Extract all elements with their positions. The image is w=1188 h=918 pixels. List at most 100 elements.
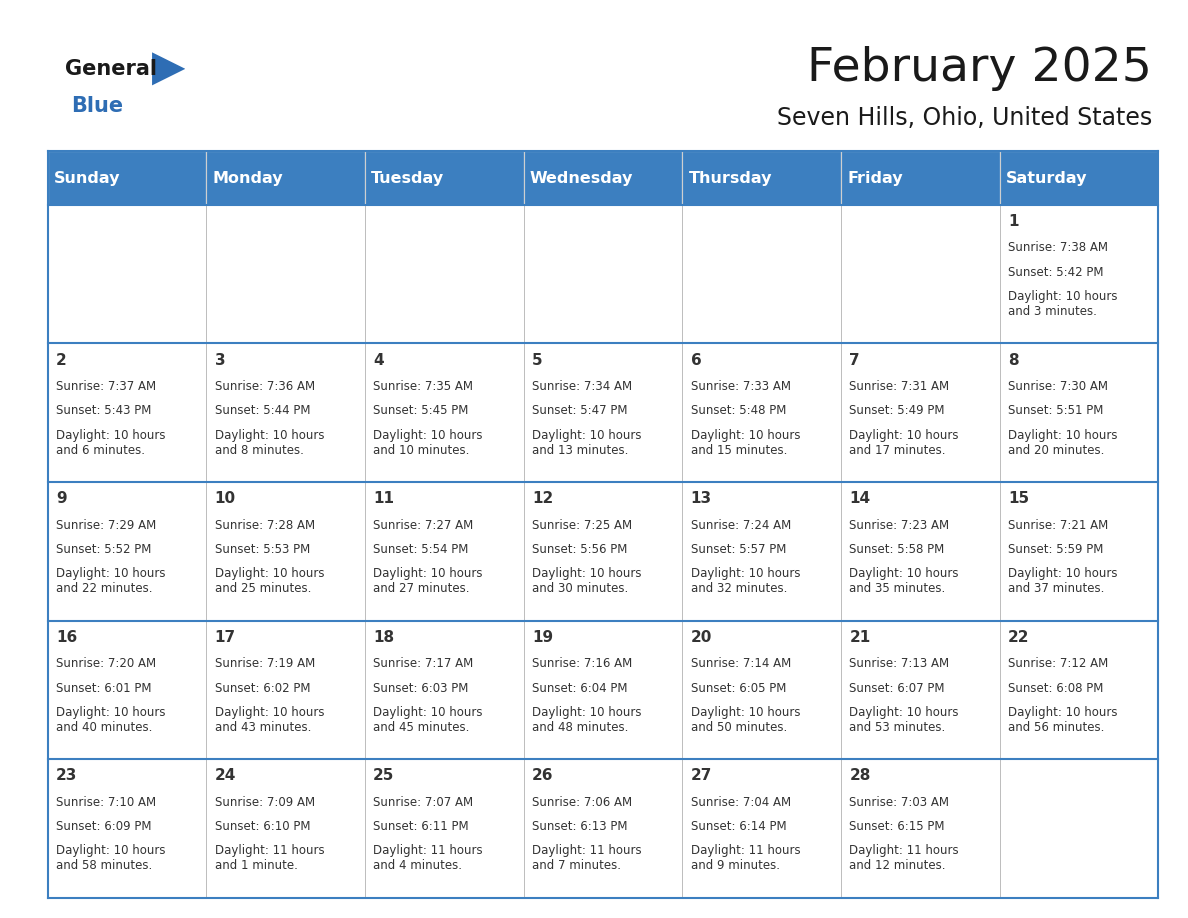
Text: Sunset: 5:48 PM: Sunset: 5:48 PM [690,404,786,418]
Text: Sunset: 5:58 PM: Sunset: 5:58 PM [849,543,944,556]
Text: Friday: Friday [847,171,903,185]
Text: Sunset: 6:15 PM: Sunset: 6:15 PM [849,820,944,834]
Text: Sunset: 5:57 PM: Sunset: 5:57 PM [690,543,786,556]
Text: Daylight: 11 hours
and 1 minute.: Daylight: 11 hours and 1 minute. [215,845,324,872]
Text: Daylight: 10 hours
and 8 minutes.: Daylight: 10 hours and 8 minutes. [215,429,324,456]
Text: Sunrise: 7:07 AM: Sunrise: 7:07 AM [373,796,473,809]
Text: 3: 3 [215,353,226,367]
Text: Sunrise: 7:37 AM: Sunrise: 7:37 AM [56,380,156,393]
Text: Sunrise: 7:09 AM: Sunrise: 7:09 AM [215,796,315,809]
Text: Daylight: 10 hours
and 17 minutes.: Daylight: 10 hours and 17 minutes. [849,429,959,456]
Text: Sunset: 5:44 PM: Sunset: 5:44 PM [215,404,310,418]
Text: 27: 27 [690,768,712,783]
Text: Daylight: 10 hours
and 35 minutes.: Daylight: 10 hours and 35 minutes. [849,567,959,595]
Text: Daylight: 10 hours
and 15 minutes.: Daylight: 10 hours and 15 minutes. [690,429,800,456]
Text: Sunrise: 7:17 AM: Sunrise: 7:17 AM [373,657,474,670]
Text: 20: 20 [690,630,712,644]
Text: Sunday: Sunday [53,171,120,185]
Text: 19: 19 [532,630,552,644]
Text: Daylight: 10 hours
and 22 minutes.: Daylight: 10 hours and 22 minutes. [56,567,165,595]
Text: 17: 17 [215,630,235,644]
Text: Sunrise: 7:06 AM: Sunrise: 7:06 AM [532,796,632,809]
Text: Sunset: 6:11 PM: Sunset: 6:11 PM [373,820,469,834]
Text: 11: 11 [373,491,394,506]
Text: 24: 24 [215,768,236,783]
Text: 22: 22 [1007,630,1030,644]
Text: 6: 6 [690,353,701,367]
Text: Daylight: 10 hours
and 58 minutes.: Daylight: 10 hours and 58 minutes. [56,845,165,872]
Text: 28: 28 [849,768,871,783]
Text: Sunrise: 7:12 AM: Sunrise: 7:12 AM [1007,657,1108,670]
Text: Sunrise: 7:19 AM: Sunrise: 7:19 AM [215,657,315,670]
Text: Sunrise: 7:34 AM: Sunrise: 7:34 AM [532,380,632,393]
Text: 10: 10 [215,491,235,506]
Text: Daylight: 11 hours
and 12 minutes.: Daylight: 11 hours and 12 minutes. [849,845,959,872]
Text: Sunset: 6:03 PM: Sunset: 6:03 PM [373,681,468,695]
Text: Sunset: 5:52 PM: Sunset: 5:52 PM [56,543,151,556]
Text: Daylight: 10 hours
and 3 minutes.: Daylight: 10 hours and 3 minutes. [1007,290,1118,318]
Text: Daylight: 10 hours
and 40 minutes.: Daylight: 10 hours and 40 minutes. [56,706,165,733]
Text: 14: 14 [849,491,871,506]
Text: Sunset: 5:45 PM: Sunset: 5:45 PM [373,404,468,418]
Text: Sunrise: 7:24 AM: Sunrise: 7:24 AM [690,519,791,532]
Text: Sunset: 5:59 PM: Sunset: 5:59 PM [1007,543,1104,556]
Text: Sunset: 6:14 PM: Sunset: 6:14 PM [690,820,786,834]
Text: Tuesday: Tuesday [371,171,444,185]
Text: Sunrise: 7:38 AM: Sunrise: 7:38 AM [1007,241,1108,254]
Text: 21: 21 [849,630,871,644]
Text: Daylight: 10 hours
and 30 minutes.: Daylight: 10 hours and 30 minutes. [532,567,642,595]
Text: Daylight: 10 hours
and 48 minutes.: Daylight: 10 hours and 48 minutes. [532,706,642,733]
Text: 16: 16 [56,630,77,644]
Text: 25: 25 [373,768,394,783]
Text: Sunset: 5:42 PM: Sunset: 5:42 PM [1007,265,1104,279]
Text: Sunset: 5:47 PM: Sunset: 5:47 PM [532,404,627,418]
Text: Sunrise: 7:04 AM: Sunrise: 7:04 AM [690,796,791,809]
Text: Daylight: 11 hours
and 4 minutes.: Daylight: 11 hours and 4 minutes. [373,845,482,872]
Text: Sunrise: 7:16 AM: Sunrise: 7:16 AM [532,657,632,670]
Text: Sunrise: 7:14 AM: Sunrise: 7:14 AM [690,657,791,670]
Text: Sunrise: 7:33 AM: Sunrise: 7:33 AM [690,380,790,393]
Text: Daylight: 10 hours
and 50 minutes.: Daylight: 10 hours and 50 minutes. [690,706,800,733]
Polygon shape [152,52,185,85]
Text: 2: 2 [56,353,67,367]
Text: Daylight: 10 hours
and 43 minutes.: Daylight: 10 hours and 43 minutes. [215,706,324,733]
Text: Daylight: 10 hours
and 20 minutes.: Daylight: 10 hours and 20 minutes. [1007,429,1118,456]
Text: 23: 23 [56,768,77,783]
Text: Seven Hills, Ohio, United States: Seven Hills, Ohio, United States [777,106,1152,129]
Text: 4: 4 [373,353,384,367]
Text: 8: 8 [1007,353,1018,367]
Text: Daylight: 10 hours
and 53 minutes.: Daylight: 10 hours and 53 minutes. [849,706,959,733]
Text: Daylight: 10 hours
and 25 minutes.: Daylight: 10 hours and 25 minutes. [215,567,324,595]
Text: Sunrise: 7:30 AM: Sunrise: 7:30 AM [1007,380,1108,393]
Text: Daylight: 11 hours
and 7 minutes.: Daylight: 11 hours and 7 minutes. [532,845,642,872]
Text: Sunset: 5:56 PM: Sunset: 5:56 PM [532,543,627,556]
Text: Sunrise: 7:25 AM: Sunrise: 7:25 AM [532,519,632,532]
Text: Sunset: 6:09 PM: Sunset: 6:09 PM [56,820,151,834]
Text: Daylight: 10 hours
and 27 minutes.: Daylight: 10 hours and 27 minutes. [373,567,482,595]
Text: Sunrise: 7:28 AM: Sunrise: 7:28 AM [215,519,315,532]
Text: Daylight: 10 hours
and 6 minutes.: Daylight: 10 hours and 6 minutes. [56,429,165,456]
Text: Daylight: 10 hours
and 10 minutes.: Daylight: 10 hours and 10 minutes. [373,429,482,456]
Text: 5: 5 [532,353,543,367]
Text: Sunrise: 7:13 AM: Sunrise: 7:13 AM [849,657,949,670]
Text: 7: 7 [849,353,860,367]
Text: 26: 26 [532,768,554,783]
Text: Sunrise: 7:29 AM: Sunrise: 7:29 AM [56,519,156,532]
Text: Sunset: 6:02 PM: Sunset: 6:02 PM [215,681,310,695]
Text: Wednesday: Wednesday [530,171,633,185]
Text: Sunrise: 7:36 AM: Sunrise: 7:36 AM [215,380,315,393]
Text: 15: 15 [1007,491,1029,506]
Text: Daylight: 10 hours
and 56 minutes.: Daylight: 10 hours and 56 minutes. [1007,706,1118,733]
Text: Sunrise: 7:10 AM: Sunrise: 7:10 AM [56,796,156,809]
Text: Sunset: 6:13 PM: Sunset: 6:13 PM [532,820,627,834]
Text: Daylight: 10 hours
and 13 minutes.: Daylight: 10 hours and 13 minutes. [532,429,642,456]
Text: Sunset: 6:10 PM: Sunset: 6:10 PM [215,820,310,834]
Text: Sunrise: 7:21 AM: Sunrise: 7:21 AM [1007,519,1108,532]
Text: Sunset: 6:08 PM: Sunset: 6:08 PM [1007,681,1104,695]
Text: Daylight: 10 hours
and 37 minutes.: Daylight: 10 hours and 37 minutes. [1007,567,1118,595]
Text: Saturday: Saturday [1006,171,1087,185]
Text: Sunset: 5:53 PM: Sunset: 5:53 PM [215,543,310,556]
Text: Blue: Blue [71,95,124,116]
Text: 9: 9 [56,491,67,506]
Text: Sunset: 5:43 PM: Sunset: 5:43 PM [56,404,151,418]
